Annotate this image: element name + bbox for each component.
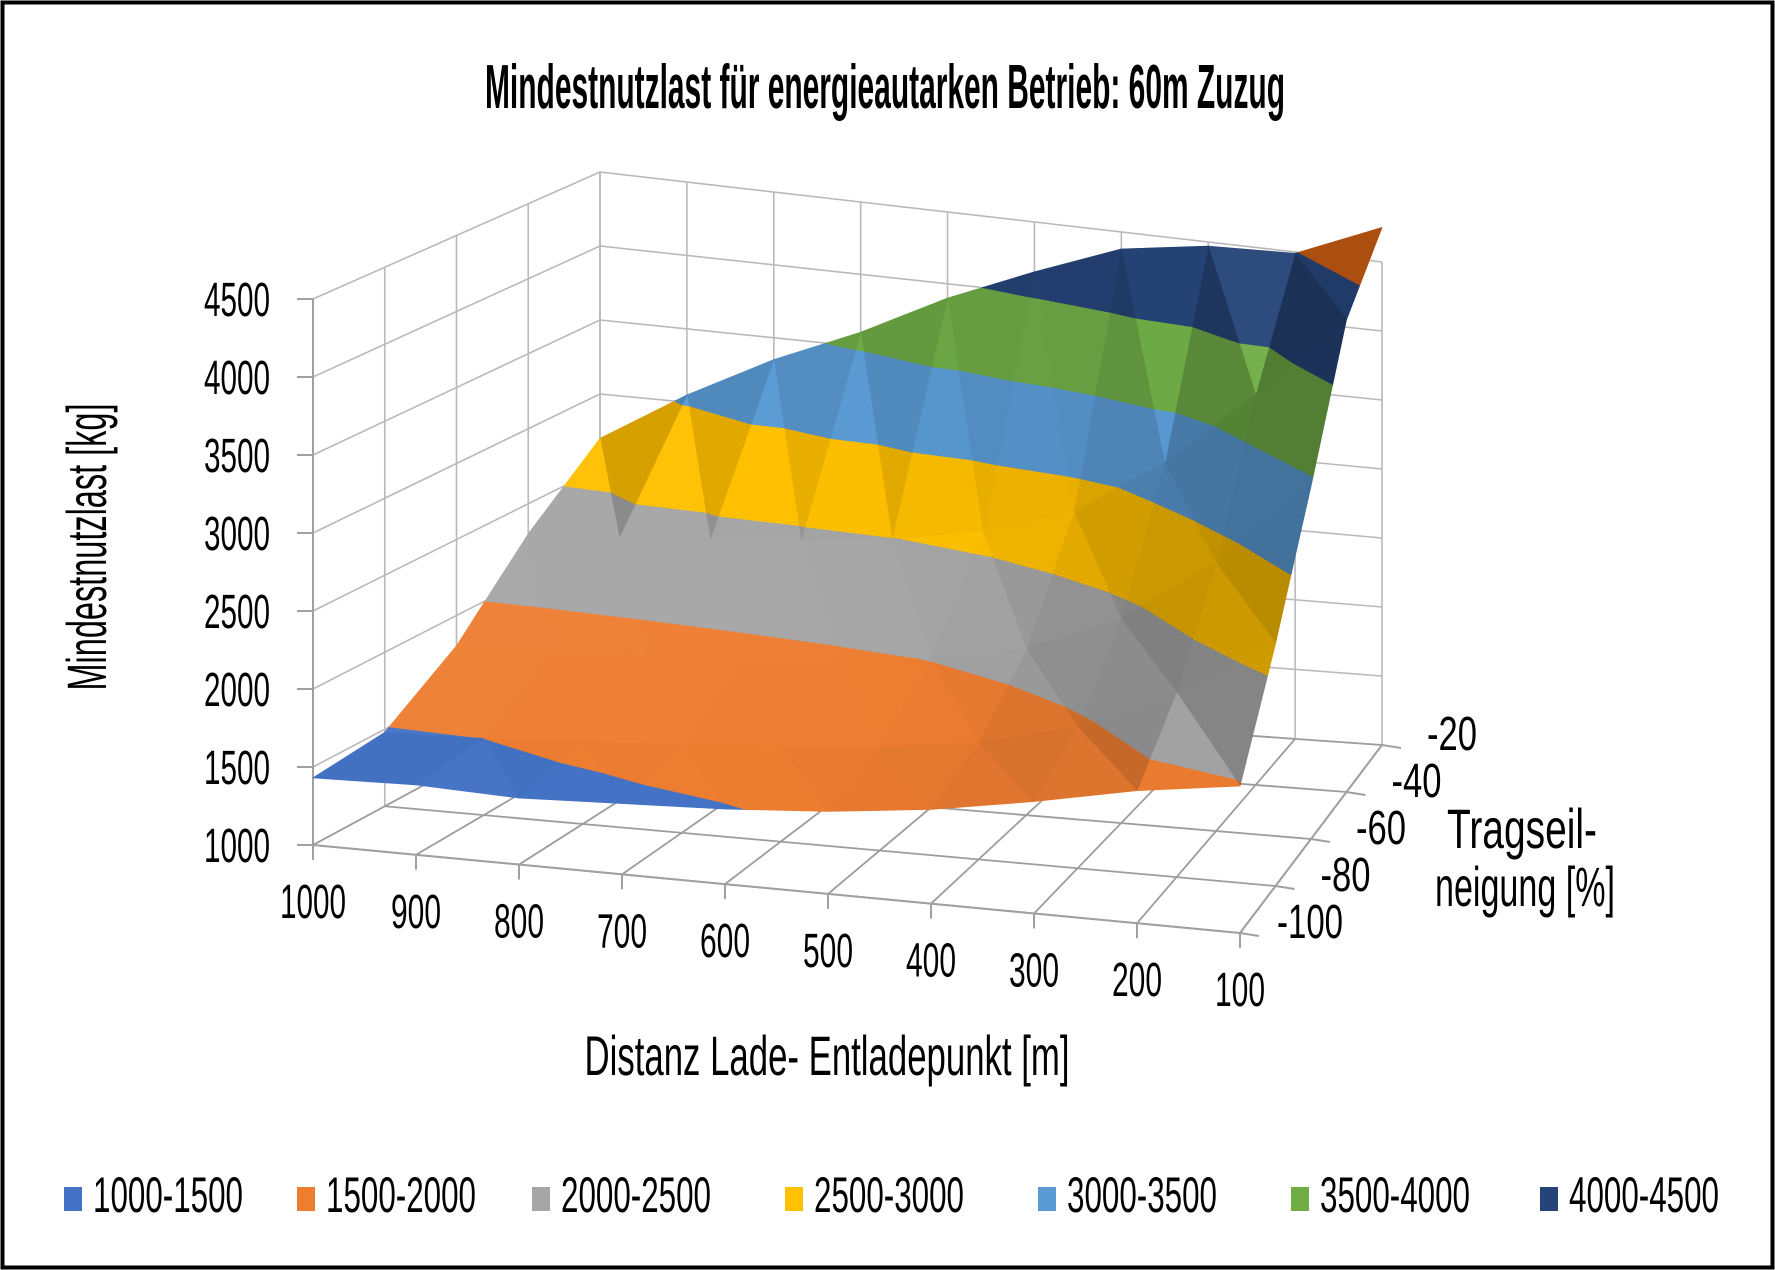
y-tick-label: 3000 [204, 508, 270, 561]
legend-swatch [1291, 1187, 1309, 1211]
legend-item-1500-2000: 1500-2000 [297, 1167, 476, 1223]
x-tick-label: 300 [1009, 944, 1059, 997]
z-tick-label: -40 [1392, 755, 1442, 808]
chart-title: Mindestnutzlast für energieautarken Betr… [485, 53, 1285, 122]
y-tick-label: 2500 [204, 586, 270, 639]
legend-swatch [1540, 1187, 1558, 1211]
legend-item-2000-2500: 2000-2500 [532, 1167, 711, 1223]
x-tick-label: 600 [700, 915, 750, 968]
legend-swatch [297, 1187, 315, 1211]
plot-area: 1000 1500 2000 2500 3000 3500 4000 4500 1000 900 8… [204, 171, 1477, 1017]
x-tick-label: 800 [494, 896, 544, 949]
y-tick-label: 2000 [204, 664, 270, 717]
z-axis-title-line1: Tragseil- [1447, 797, 1597, 860]
legend-label: 1500-2000 [326, 1167, 476, 1223]
tick-labels: 1000 1500 2000 2500 3000 3500 4000 4500 1000 900 8… [204, 274, 1477, 1017]
legend-swatch [785, 1187, 803, 1211]
z-tick-label: -80 [1321, 849, 1371, 902]
legend-item-2500-3000: 2500-3000 [785, 1167, 964, 1223]
legend-swatch [532, 1187, 550, 1211]
legend-item-3000-3500: 3000-3500 [1038, 1167, 1217, 1223]
x-tick-label: 1000 [280, 876, 346, 929]
y-tick-label: 1000 [204, 820, 270, 873]
legend-label: 4000-4500 [1569, 1167, 1719, 1223]
y-tick-label: 4000 [204, 352, 270, 405]
legend: 1000-1500 1500-2000 2000-2500 2500-3000 3000… [64, 1167, 1719, 1223]
y-tick-label: 1500 [204, 742, 270, 795]
y-axis-title: Mindestnutzlast [kg] [55, 404, 118, 691]
legend-swatch [1038, 1187, 1056, 1211]
x-tick-label: 500 [803, 925, 853, 978]
legend-item-4000-4500: 4000-4500 [1540, 1167, 1719, 1223]
y-tick-label: 3500 [204, 430, 270, 483]
x-axis-title: Distanz Lade- Entladepunkt [m] [585, 1024, 1070, 1087]
z-tick-label: -100 [1277, 896, 1343, 949]
axis-lines [297, 298, 1402, 948]
legend-label: 3500-4000 [1320, 1167, 1470, 1223]
y-tick-label: 4500 [204, 274, 270, 327]
legend-label: 1000-1500 [93, 1167, 243, 1223]
legend-item-3500-4000: 3500-4000 [1291, 1167, 1470, 1223]
legend-label: 2000-2500 [561, 1167, 711, 1223]
x-tick-label: 200 [1112, 954, 1162, 1007]
legend-label: 2500-3000 [814, 1167, 964, 1223]
legend-item-1000-1500: 1000-1500 [64, 1167, 243, 1223]
legend-label: 3000-3500 [1067, 1167, 1217, 1223]
z-axis-title-line2: neigung [%] [1435, 855, 1615, 918]
z-tick-label: -60 [1356, 802, 1406, 855]
z-tick-label: -20 [1427, 708, 1477, 761]
x-tick-label: 900 [391, 886, 441, 939]
x-tick-label: 400 [906, 935, 956, 988]
surface-mesh [312, 227, 1383, 812]
x-tick-label: 700 [597, 905, 647, 958]
x-tick-label: 100 [1215, 964, 1265, 1017]
legend-swatch [64, 1187, 82, 1211]
